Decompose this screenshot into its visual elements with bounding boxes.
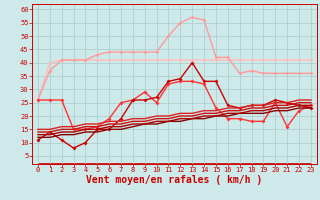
X-axis label: Vent moyen/en rafales ( km/h ): Vent moyen/en rafales ( km/h ) xyxy=(86,175,262,185)
